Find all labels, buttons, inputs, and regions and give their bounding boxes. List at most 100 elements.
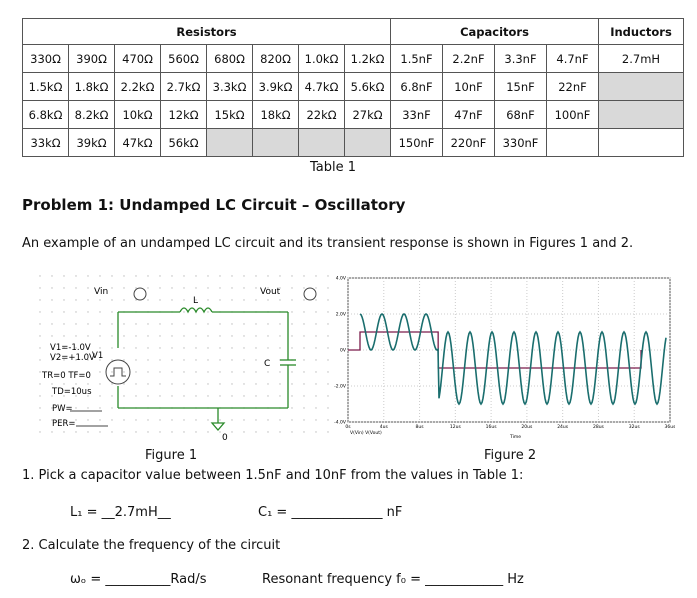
grid-dot <box>255 419 257 421</box>
table-cell: 1.8kΩ <box>68 72 115 101</box>
grid-dot <box>195 431 197 433</box>
header-cell: Capacitors <box>390 18 599 45</box>
grid-dot <box>327 431 329 433</box>
grid-dot <box>243 419 245 421</box>
grid-dot <box>219 287 221 289</box>
table-cell: 1.5nF <box>390 44 443 73</box>
table-cell: 12kΩ <box>160 100 207 129</box>
grid-dot <box>267 419 269 421</box>
grid-dot <box>111 347 113 349</box>
grid-dot <box>291 407 293 409</box>
grid-dot <box>147 371 149 373</box>
header-cell: Resistors <box>22 18 391 45</box>
grid-dot <box>195 371 197 373</box>
grid-dot <box>171 299 173 301</box>
grid-dot <box>51 407 53 409</box>
grid-dot <box>279 275 281 277</box>
grid-dot <box>303 299 305 301</box>
table-cell: 2.2kΩ <box>114 72 161 101</box>
grid-dot <box>75 287 77 289</box>
label-per: PER= <box>52 419 76 429</box>
table-cell <box>298 128 345 157</box>
grid-dot <box>159 395 161 397</box>
grid-dot <box>315 347 317 349</box>
grid-dot <box>63 311 65 313</box>
table-row: 1.5kΩ 1.8kΩ 2.2kΩ 2.7kΩ 3.3kΩ 3.9kΩ 4.7kΩ 5.6kΩ… <box>22 72 684 101</box>
table-cell: 2.7kΩ <box>160 72 207 101</box>
table-cell: 22kΩ <box>298 100 345 129</box>
table-cell: 220nF <box>442 128 495 157</box>
grid-dot <box>147 359 149 361</box>
grid-dot <box>135 419 137 421</box>
grid-dot <box>159 359 161 361</box>
grid-dot <box>279 395 281 397</box>
table-cell <box>598 128 684 157</box>
grid-dot <box>195 395 197 397</box>
grid-dot <box>159 371 161 373</box>
grid-dot <box>75 275 77 277</box>
grid-dot <box>315 359 317 361</box>
grid-dot <box>51 311 53 313</box>
grid-dot <box>147 335 149 337</box>
grid-dot <box>159 299 161 301</box>
grid-dot <box>183 431 185 433</box>
grid-dot <box>255 431 257 433</box>
grid-dot <box>279 371 281 373</box>
grid-dot <box>63 347 65 349</box>
grid-dot <box>267 371 269 373</box>
grid-dot <box>207 371 209 373</box>
grid-dot <box>315 335 317 337</box>
table-cell: 820Ω <box>252 44 299 73</box>
header-cell: Inductors <box>598 18 684 45</box>
table-cell: 3.3kΩ <box>206 72 253 101</box>
grid-dot <box>195 347 197 349</box>
grid-dot <box>231 323 233 325</box>
grid-dot <box>111 407 113 409</box>
grid-dot <box>159 419 161 421</box>
grid-dot <box>219 419 221 421</box>
grid-dot <box>87 431 89 433</box>
grid-dot <box>147 347 149 349</box>
grid-dot <box>159 383 161 385</box>
label-vin: Vin <box>94 287 108 297</box>
grid-dot <box>195 419 197 421</box>
grid-dot <box>183 371 185 373</box>
grid-dot <box>75 311 77 313</box>
grid-dot <box>63 335 65 337</box>
grid-dot <box>171 395 173 397</box>
grid-dot <box>111 299 113 301</box>
label-v2: V2=+1.0V <box>50 353 95 363</box>
grid-dot <box>207 395 209 397</box>
grid-dot <box>51 299 53 301</box>
grid-dot <box>195 299 197 301</box>
grid-dot <box>183 383 185 385</box>
grid-dot <box>207 431 209 433</box>
grid-dot <box>243 431 245 433</box>
table-cell: 6.8nF <box>390 72 443 101</box>
grid-dot <box>171 371 173 373</box>
grid-dot <box>231 347 233 349</box>
grid-dot <box>39 347 41 349</box>
grid-dot <box>315 299 317 301</box>
grid-dot <box>75 299 77 301</box>
grid-dot <box>279 347 281 349</box>
grid-dot <box>291 311 293 313</box>
grid-dot <box>159 347 161 349</box>
label-c: C <box>264 359 270 369</box>
grid-dot <box>267 359 269 361</box>
circuit-figure: Vin Vout L C V1=-1.0V V2=+1.0V V1 TR=0 T… <box>39 275 329 443</box>
table-cell: 2.2nF <box>442 44 495 73</box>
grid-dot <box>183 323 185 325</box>
grid-dot <box>183 347 185 349</box>
grid-dot <box>279 299 281 301</box>
grid-dot <box>243 347 245 349</box>
grid-dot <box>39 431 41 433</box>
grid-dot <box>207 323 209 325</box>
table-cell: 68nF <box>494 100 547 129</box>
grid-dot <box>315 419 317 421</box>
grid-dot <box>327 323 329 325</box>
grid-dot <box>159 431 161 433</box>
table-cell: 3.3nF <box>494 44 547 73</box>
grid-dot <box>99 299 101 301</box>
grid-dot <box>327 395 329 397</box>
